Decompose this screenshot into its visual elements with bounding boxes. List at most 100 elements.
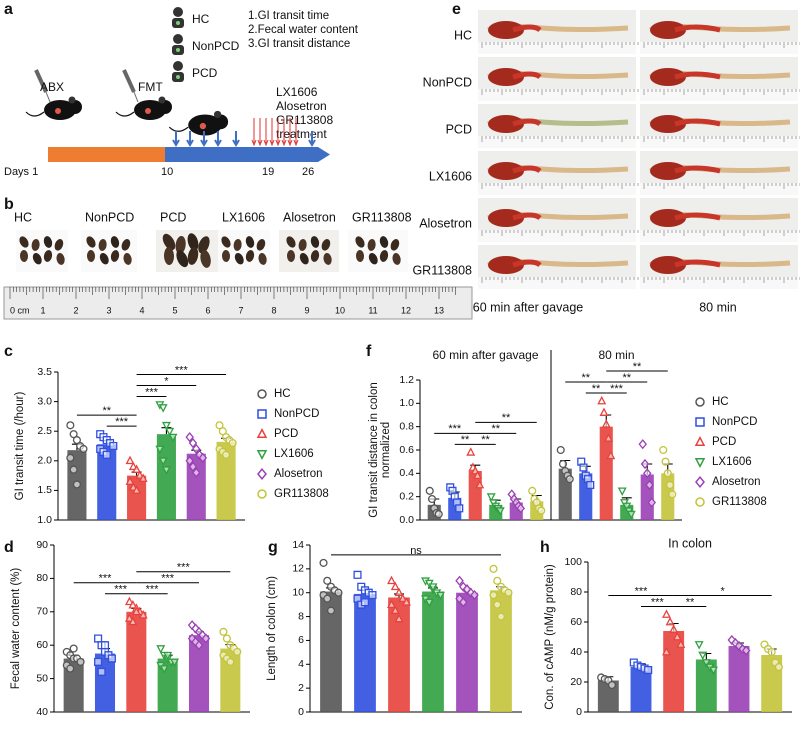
mouse-tail bbox=[115, 111, 135, 117]
measure-label: 2.Fecal water content bbox=[248, 24, 359, 36]
data-point bbox=[668, 490, 677, 499]
person-gut bbox=[176, 21, 180, 25]
legend-label: NonPCD bbox=[712, 416, 757, 428]
panel-label: d bbox=[4, 539, 14, 556]
y-tick-label: 20 bbox=[570, 676, 582, 688]
significance-label: ** bbox=[481, 434, 490, 446]
feces-pellet bbox=[310, 250, 320, 262]
data-point bbox=[360, 598, 370, 607]
row-label: NonPCD bbox=[423, 75, 472, 89]
feces-pellet bbox=[110, 236, 120, 248]
y-tick-label: 2.5 bbox=[37, 425, 52, 437]
chart-title: In colon bbox=[668, 536, 712, 550]
ruler-number: 13 bbox=[434, 305, 444, 315]
legend-marker bbox=[694, 458, 706, 469]
data-point bbox=[128, 616, 138, 626]
subplot-title: 60 min after gavage bbox=[432, 348, 538, 362]
mouse-ear bbox=[213, 110, 222, 119]
legend-marker bbox=[695, 476, 705, 488]
feces-pellet bbox=[286, 236, 296, 248]
data-point bbox=[125, 476, 135, 485]
feces-pellet bbox=[233, 239, 242, 251]
data-point bbox=[326, 606, 336, 615]
data-point bbox=[158, 457, 168, 466]
data-point bbox=[66, 421, 75, 430]
data-point bbox=[158, 404, 168, 413]
data-point bbox=[672, 631, 682, 641]
data-point bbox=[767, 648, 776, 656]
y-tick-label: 0.2 bbox=[399, 490, 414, 502]
data-point bbox=[486, 493, 496, 502]
data-point bbox=[222, 450, 231, 459]
feces-pellet bbox=[86, 236, 96, 248]
data-point bbox=[459, 597, 468, 608]
data-point bbox=[107, 654, 116, 663]
data-point bbox=[532, 498, 541, 507]
data-point bbox=[698, 651, 708, 661]
feces-pellet bbox=[19, 250, 29, 262]
red-arrow bbox=[281, 118, 287, 147]
y-tick-label: 0 bbox=[576, 706, 582, 718]
ruler bbox=[3, 286, 473, 320]
photo-label: PCD bbox=[160, 210, 186, 224]
red-arrow bbox=[263, 118, 269, 147]
feces-pellet bbox=[221, 250, 231, 262]
dye-front bbox=[512, 118, 542, 127]
feces-pellet bbox=[187, 233, 199, 251]
y-tick-label: 80 bbox=[570, 586, 582, 598]
ruler-number: 2 bbox=[73, 305, 78, 315]
feces-pellet bbox=[54, 239, 64, 251]
feces-pellet bbox=[121, 239, 131, 251]
data-point bbox=[188, 437, 198, 449]
data-point bbox=[97, 667, 106, 676]
stomach bbox=[650, 68, 686, 86]
ruler-number: 4 bbox=[139, 305, 144, 315]
data-point bbox=[198, 452, 208, 463]
data-point bbox=[617, 487, 627, 496]
data-point bbox=[489, 564, 498, 573]
data-point bbox=[222, 634, 231, 643]
photo-ruler bbox=[640, 89, 798, 101]
syringe bbox=[34, 69, 48, 93]
ruler-number: 3 bbox=[106, 305, 111, 315]
legend-label: LX1606 bbox=[274, 448, 314, 460]
y-tick-label: 4 bbox=[298, 658, 304, 670]
legend-marker bbox=[257, 409, 267, 419]
data-point bbox=[155, 445, 165, 455]
data-point bbox=[475, 479, 485, 489]
photo-ruler bbox=[478, 42, 636, 54]
blue-arrow bbox=[200, 131, 208, 147]
data-point bbox=[661, 457, 670, 466]
stomach bbox=[488, 68, 524, 86]
feces-pellet bbox=[379, 250, 389, 262]
data-point bbox=[647, 497, 657, 508]
legend-marker bbox=[256, 450, 268, 461]
group-label: HC bbox=[192, 12, 210, 26]
photo-caption: 80 min bbox=[699, 300, 737, 314]
bar bbox=[490, 590, 512, 712]
data-point bbox=[94, 657, 103, 666]
dye-front bbox=[512, 71, 542, 80]
significance-label: *** bbox=[175, 364, 189, 376]
data-point bbox=[156, 645, 166, 654]
y-tick-label: 1.0 bbox=[37, 514, 52, 526]
data-point bbox=[161, 421, 171, 431]
photo-label: GR113808 bbox=[352, 210, 412, 224]
mouse-tail bbox=[25, 111, 45, 117]
blue-arrow bbox=[186, 131, 194, 147]
legend-label: LX1606 bbox=[712, 456, 752, 468]
y-tick-label: 6 bbox=[298, 634, 304, 646]
data-point bbox=[215, 421, 224, 430]
photo-ruler bbox=[640, 42, 798, 54]
data-point bbox=[774, 663, 783, 671]
data-point bbox=[662, 609, 671, 618]
mouse-head bbox=[158, 100, 172, 114]
y-tick-label: 0 bbox=[298, 706, 304, 718]
data-point bbox=[643, 468, 652, 479]
data-point bbox=[398, 593, 408, 603]
data-point bbox=[188, 461, 198, 472]
data-point bbox=[606, 450, 616, 460]
bar bbox=[422, 591, 444, 712]
significance-label: ** bbox=[633, 361, 642, 373]
photo-bg bbox=[279, 230, 339, 272]
